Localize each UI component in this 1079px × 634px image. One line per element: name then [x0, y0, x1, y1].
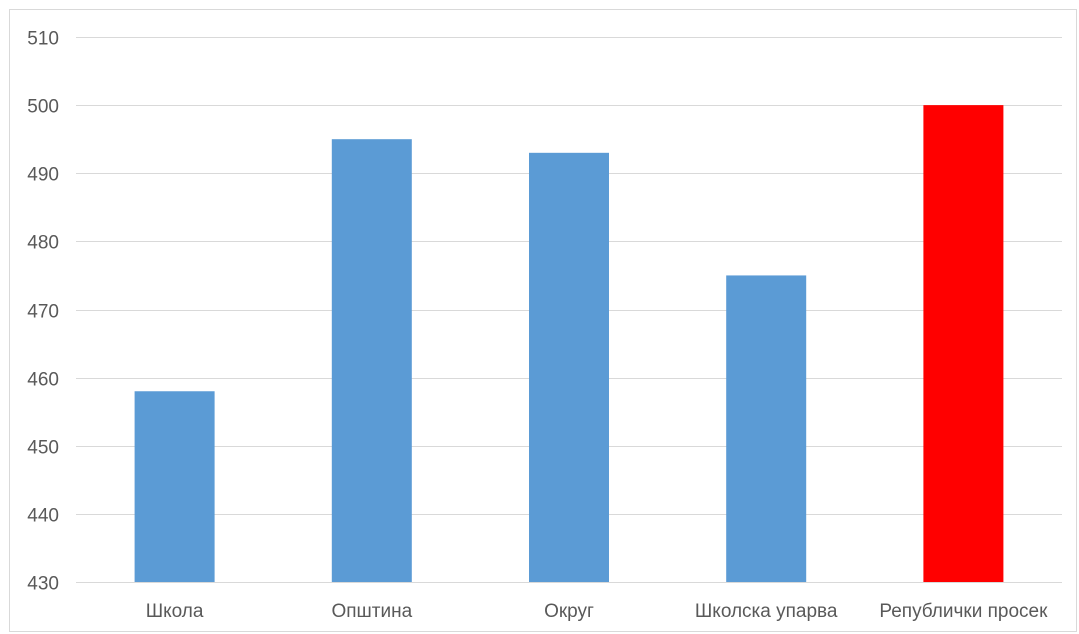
y-tick-label: 490	[27, 165, 59, 186]
bar-2	[331, 139, 412, 582]
x-axis-ticks: Школа Општина Округ Школска упарва Републичк…	[146, 601, 1048, 622]
bars	[134, 105, 1004, 582]
y-tick-label: 510	[27, 29, 59, 50]
y-axis-ticks: 430 440 450 460 470 480 490 500 510	[27, 29, 59, 595]
y-tick-label: 470	[27, 302, 59, 323]
y-tick-label: 450	[27, 438, 59, 459]
bar-4	[726, 275, 807, 582]
bar-3	[529, 152, 609, 582]
bar-1	[134, 391, 215, 582]
x-tick-label: Округ	[544, 601, 594, 622]
y-tick-label: 440	[27, 506, 59, 527]
x-tick-label: Републички просек	[879, 601, 1048, 622]
y-tick-label: 430	[27, 574, 59, 595]
x-tick-label: Општина	[331, 601, 412, 622]
y-tick-label: 500	[27, 97, 59, 118]
y-tick-label: 460	[27, 370, 59, 391]
bar-5	[923, 105, 1004, 582]
x-tick-label: Школска упарва	[695, 601, 838, 622]
x-tick-label: Школа	[146, 601, 204, 622]
y-tick-label: 480	[27, 233, 59, 254]
